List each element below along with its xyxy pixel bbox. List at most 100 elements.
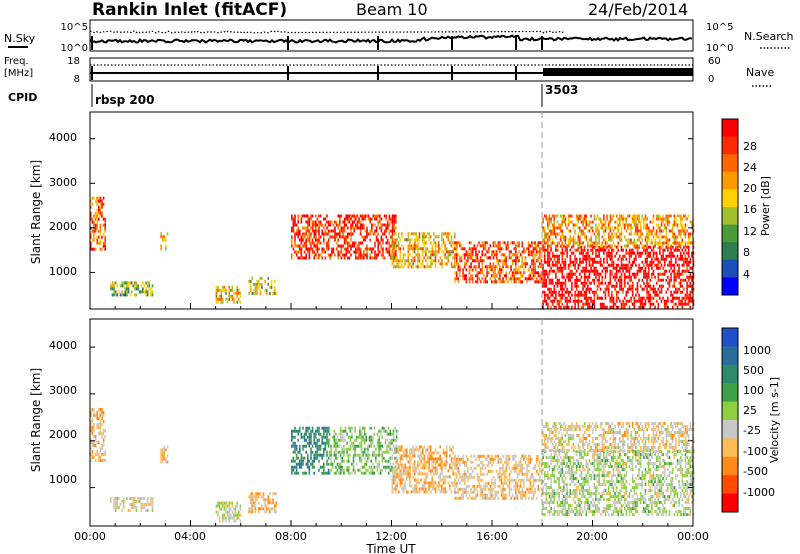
echo-cell — [659, 251, 661, 255]
echo-cell — [627, 251, 629, 255]
echo-cell — [371, 223, 373, 227]
echo-cell — [366, 229, 368, 233]
echo-cell — [633, 302, 636, 306]
echo-cell — [548, 281, 551, 285]
echo-cell — [684, 244, 687, 248]
echo-cell — [591, 263, 594, 267]
echo-cell — [295, 462, 298, 466]
echo-cell — [548, 278, 551, 282]
echo-cell — [316, 441, 319, 445]
echo-cell — [378, 441, 380, 445]
echo-cell — [366, 244, 368, 248]
echo-cell — [529, 250, 532, 254]
echo-cell — [421, 262, 424, 266]
echo-cell — [454, 490, 456, 494]
echo-cell — [119, 293, 122, 297]
echo-cell — [673, 214, 676, 218]
echo-cell — [413, 259, 416, 263]
echo-cell — [429, 253, 432, 257]
echo-cell — [567, 223, 570, 227]
echo-cell — [401, 265, 403, 269]
echo-cell — [590, 226, 592, 230]
echo-cell — [611, 217, 613, 221]
echo-cell — [609, 251, 612, 255]
echo-cell — [462, 253, 464, 257]
echo-cell — [619, 220, 621, 224]
echo-cell — [555, 281, 557, 285]
echo-cell — [410, 490, 413, 494]
echo-cell — [668, 281, 671, 285]
echo-cell — [116, 284, 119, 288]
echo-cell — [385, 241, 387, 245]
echo-cell — [363, 450, 366, 454]
echo-cell — [491, 484, 493, 488]
echo-cell — [543, 275, 546, 279]
echo-cell — [121, 284, 123, 288]
echo-cell — [630, 232, 632, 236]
echo-cell — [434, 241, 437, 245]
echo-cell — [583, 235, 586, 239]
echo-cell — [399, 256, 402, 260]
echo-cell — [348, 214, 351, 218]
echo-cell — [633, 223, 636, 227]
echo-cell — [363, 471, 366, 475]
echo-cell — [505, 244, 508, 248]
echo-cell — [686, 241, 688, 245]
echo-cell — [559, 263, 562, 267]
echo-cell — [379, 441, 382, 445]
echo-cell — [409, 478, 411, 482]
echo-cell — [579, 299, 581, 303]
echo-cell — [307, 238, 309, 242]
echo-cell — [334, 232, 336, 236]
echo-cell — [495, 265, 498, 269]
echo-cell — [93, 232, 95, 236]
echo-cell — [588, 254, 591, 258]
echo-cell — [163, 457, 166, 461]
echo-cell — [305, 462, 307, 466]
echo-cell — [593, 278, 596, 282]
echo-cell — [615, 272, 618, 276]
echo-cell — [620, 272, 623, 276]
echo-cell — [575, 269, 578, 273]
echo-cell — [98, 459, 100, 462]
echo-cell — [337, 250, 339, 254]
echo-cell — [391, 457, 394, 461]
echo-cell — [326, 429, 328, 433]
echo-cell — [649, 287, 652, 291]
echo-cell — [627, 263, 629, 267]
echo-cell — [595, 260, 597, 264]
echo-cell — [524, 256, 527, 260]
echo-cell — [547, 220, 549, 224]
echo-cell — [660, 223, 663, 227]
echo-cell — [453, 232, 456, 236]
echo-cell — [412, 454, 414, 458]
echo-cell — [649, 299, 652, 303]
echo-cell — [455, 250, 458, 254]
echo-cell — [334, 238, 336, 242]
echo-cell — [523, 454, 525, 458]
echo-cell — [465, 280, 468, 284]
echo-cell — [660, 278, 663, 282]
echo-cell — [686, 266, 688, 270]
echo-cell — [328, 432, 331, 436]
echo-cell — [543, 513, 546, 517]
echo-cell — [483, 493, 485, 497]
echo-cell — [428, 466, 430, 470]
echo-cell — [603, 302, 605, 306]
echo-cell — [431, 244, 434, 248]
echo-cell — [627, 299, 629, 303]
echo-cell — [90, 429, 92, 432]
echo-cell — [679, 290, 682, 294]
echo-cell — [291, 235, 293, 239]
echo-cell — [508, 472, 511, 476]
echo-cell — [351, 214, 354, 218]
echo-cell — [378, 459, 380, 463]
echo-cell — [310, 217, 312, 221]
echo-cell — [500, 478, 503, 482]
echo-cell — [617, 305, 620, 309]
echo-cell — [318, 432, 320, 436]
echo-cell — [392, 462, 395, 466]
echo-cell — [591, 299, 594, 303]
echo-cell — [303, 214, 306, 218]
echo-cell — [98, 441, 100, 444]
